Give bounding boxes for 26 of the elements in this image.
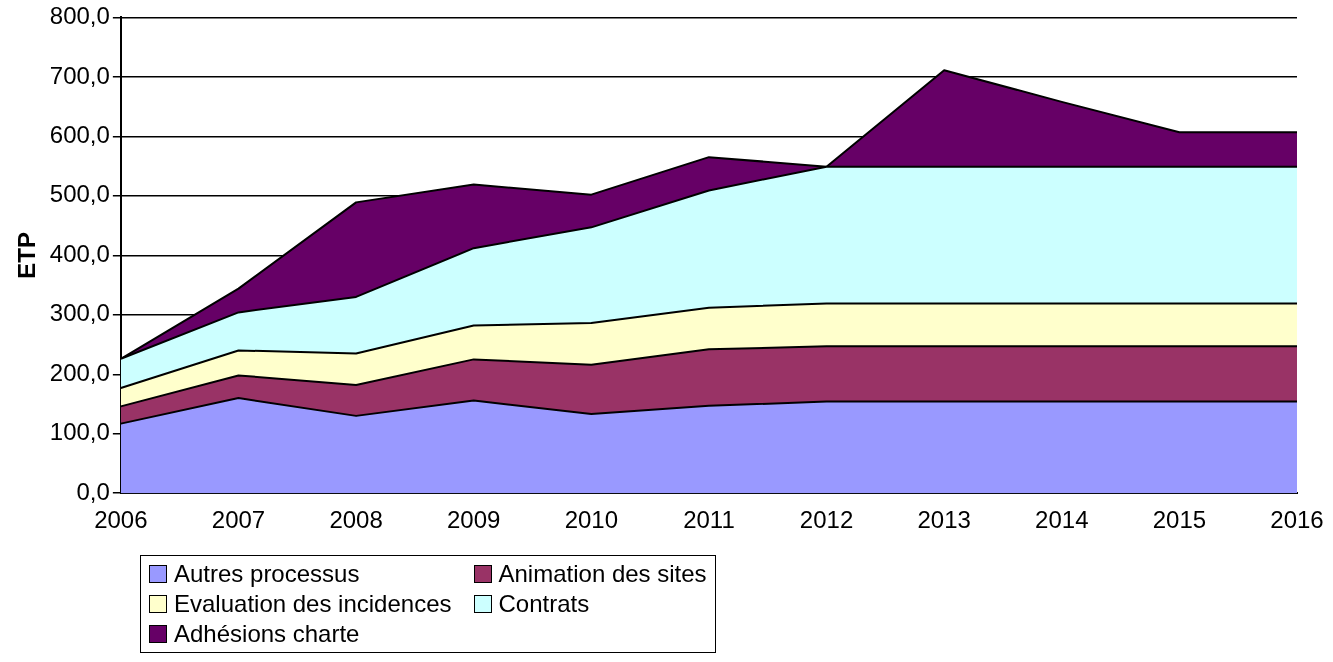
y-tick-label: 800,0	[49, 2, 110, 30]
legend-label: Autres processus	[174, 560, 360, 588]
x-tick-label: 2006	[94, 506, 148, 534]
x-tick-label: 2013	[917, 506, 971, 534]
legend-label: Contrats	[498, 590, 590, 618]
x-tick-label: 2014	[1035, 506, 1089, 534]
x-tick-label: 2007	[211, 506, 266, 534]
y-tick-label: 300,0	[49, 299, 110, 327]
y-tick-label: 600,0	[49, 120, 110, 148]
y-axis-title: ETP	[13, 231, 41, 279]
y-tick-label: 700,0	[49, 61, 110, 89]
y-tick-label: 200,0	[49, 358, 110, 386]
x-tick-label: 2011	[683, 506, 735, 534]
x-tick-label: 2008	[329, 506, 383, 534]
x-tick-label: 2016	[1270, 506, 1324, 534]
y-tick-label: 400,0	[49, 239, 110, 267]
x-tick-label: 2009	[447, 506, 501, 534]
x-tick-label: 2010	[564, 506, 619, 534]
legend-label: Animation des sites	[498, 560, 707, 588]
y-tick-label: 100,0	[49, 418, 110, 446]
x-tick-label: 2012	[799, 506, 854, 534]
y-tick-label: 0,0	[76, 477, 110, 505]
legend-label: Evaluation des incidences	[174, 590, 452, 618]
y-tick-label: 500,0	[49, 180, 110, 208]
legend-label: Adhésions charte	[174, 620, 360, 648]
x-tick-label: 2015	[1152, 506, 1207, 534]
